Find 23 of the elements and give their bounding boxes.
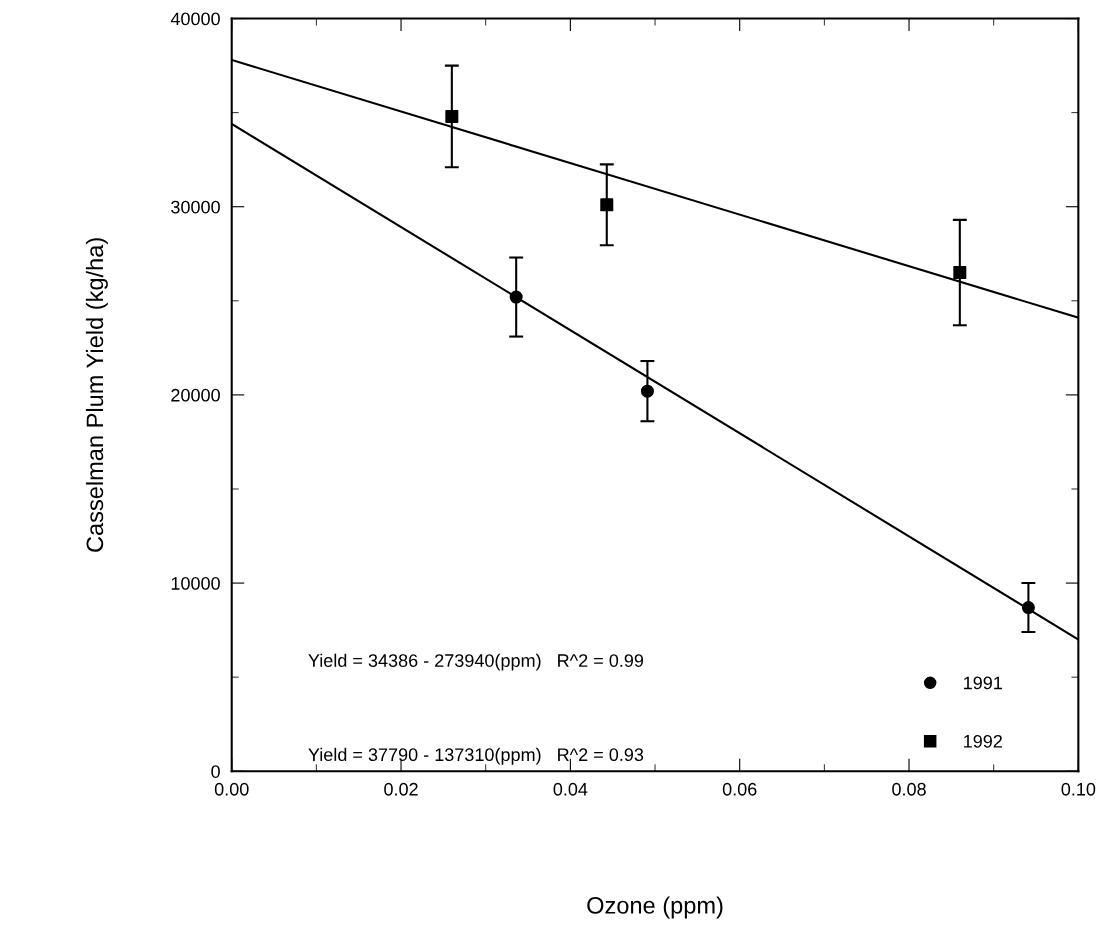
y-tick-label: 30000 <box>171 200 220 214</box>
x-tick-label: 0.10 <box>1061 782 1096 796</box>
annotation: Yield = 34386 - 273940(ppm) R^2 = 0.99 <box>308 653 644 671</box>
y-axis-title: Casselman Plum Yield (kg/ha) <box>85 238 108 552</box>
point <box>953 266 967 280</box>
point <box>445 109 459 123</box>
legend-label: 1992 <box>964 734 1002 748</box>
x-tick-label: 0.04 <box>553 782 588 796</box>
point <box>640 384 654 398</box>
point <box>1021 601 1035 615</box>
y-tick-label: 10000 <box>171 577 220 590</box>
point <box>509 290 523 304</box>
legend-label: 1991 <box>964 676 1002 690</box>
y-tick-label: 0 <box>211 765 220 778</box>
x-axis-title: Ozone (ppm) <box>587 896 723 919</box>
y-tick-label: 20000 <box>171 388 220 402</box>
y-tick-label: 40000 <box>170 12 220 26</box>
x-tick-label: 0.02 <box>384 782 418 796</box>
x-tick-label: 0.08 <box>892 782 926 796</box>
x-tick-label: 0.00 <box>214 782 249 796</box>
annotation: Yield = 37790 - 137310(ppm) R^2 = 0.93 <box>308 747 644 765</box>
point <box>600 198 614 212</box>
x-tick-label: 0.06 <box>722 782 757 796</box>
